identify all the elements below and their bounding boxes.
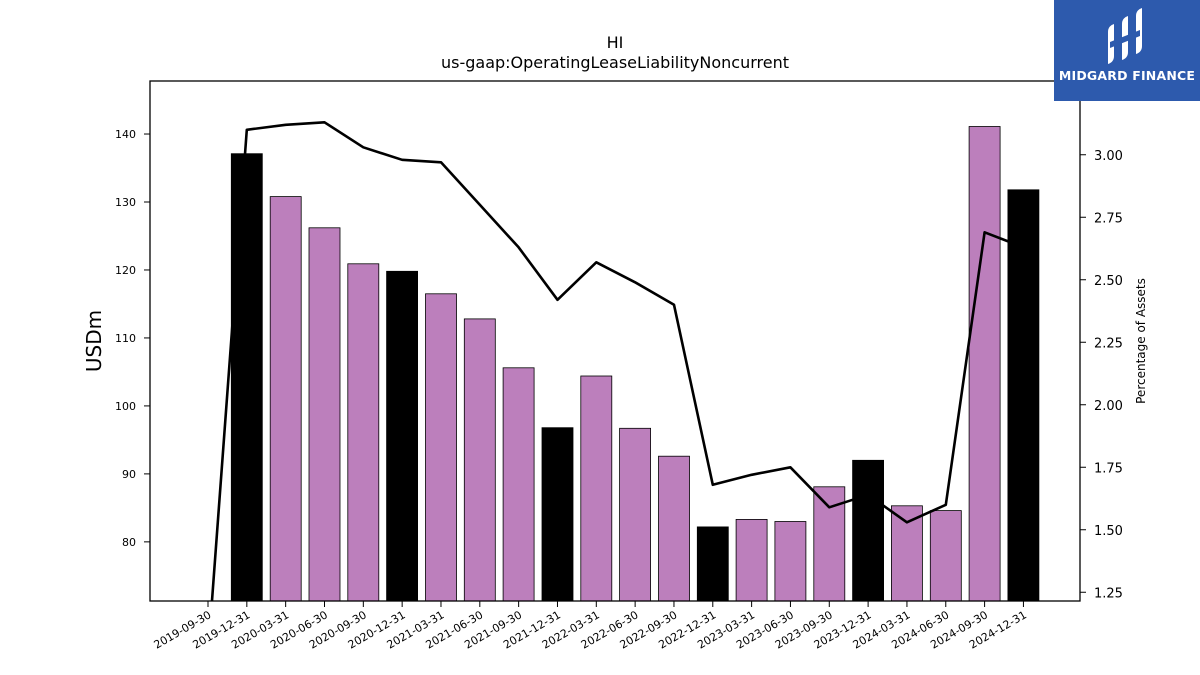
bar [308,227,341,602]
plot-frame [149,80,1081,602]
bar [929,510,962,602]
y2-tick-label: 1.25 [1094,586,1123,601]
y2-tick-label: 3.00 [1094,149,1123,164]
brand-logo: MIDGARD FINANCE [1054,0,1200,101]
bar [852,459,884,602]
y-tick-label: 130 [115,196,136,209]
y-tick-label: 100 [115,400,136,413]
y-tick-label: 90 [122,468,136,481]
bar [891,505,923,602]
midgard-logo-icon [1108,8,1142,64]
bar [230,153,263,602]
y-tick-label: 120 [115,264,136,277]
y-tick-label: 80 [122,536,136,549]
bar [696,526,729,602]
bar [774,521,807,602]
y2-tick-label: 2.75 [1094,211,1123,226]
bar [541,427,574,602]
y2-tick-label: 2.00 [1094,399,1123,414]
y-tick-label: 110 [115,332,136,345]
logo-text: MIDGARD FINANCE [1058,68,1196,83]
bar [968,126,1001,602]
chart-subtitle: us-gaap:OperatingLeaseLiabilityNoncurren… [441,53,789,72]
bar [502,367,535,602]
bar [619,427,651,602]
line-series [210,121,1024,601]
bar [658,455,690,602]
y-axis-right: 1.25 1.50 1.75 2.00 2.25 2.50 2.75 3.00 [1080,149,1123,601]
y2-tick-label: 1.50 [1094,524,1123,539]
y-tick-label: 140 [115,128,136,141]
y-axis-label: USDm [82,310,106,372]
y-axis-left: 80 90 100 110 120 130 140 [115,128,150,549]
bar-series [230,126,1040,602]
chart-title: HI [607,33,624,52]
y2-tick-label: 2.25 [1094,336,1123,351]
bar [269,196,302,602]
y2-tick-label: 1.75 [1094,461,1123,476]
bar [735,519,768,602]
bar [386,270,419,602]
percentage-line [210,121,1024,601]
bar [425,293,457,602]
y2-tick-label: 2.50 [1094,274,1123,289]
bar [1007,189,1040,602]
x-axis: 2019-09-302019-12-312020-03-312020-06-30… [152,601,1029,652]
bar [347,263,380,602]
bar [580,375,613,602]
y2-axis-label: Percentage of Assets [1134,278,1148,404]
bar [463,318,496,602]
